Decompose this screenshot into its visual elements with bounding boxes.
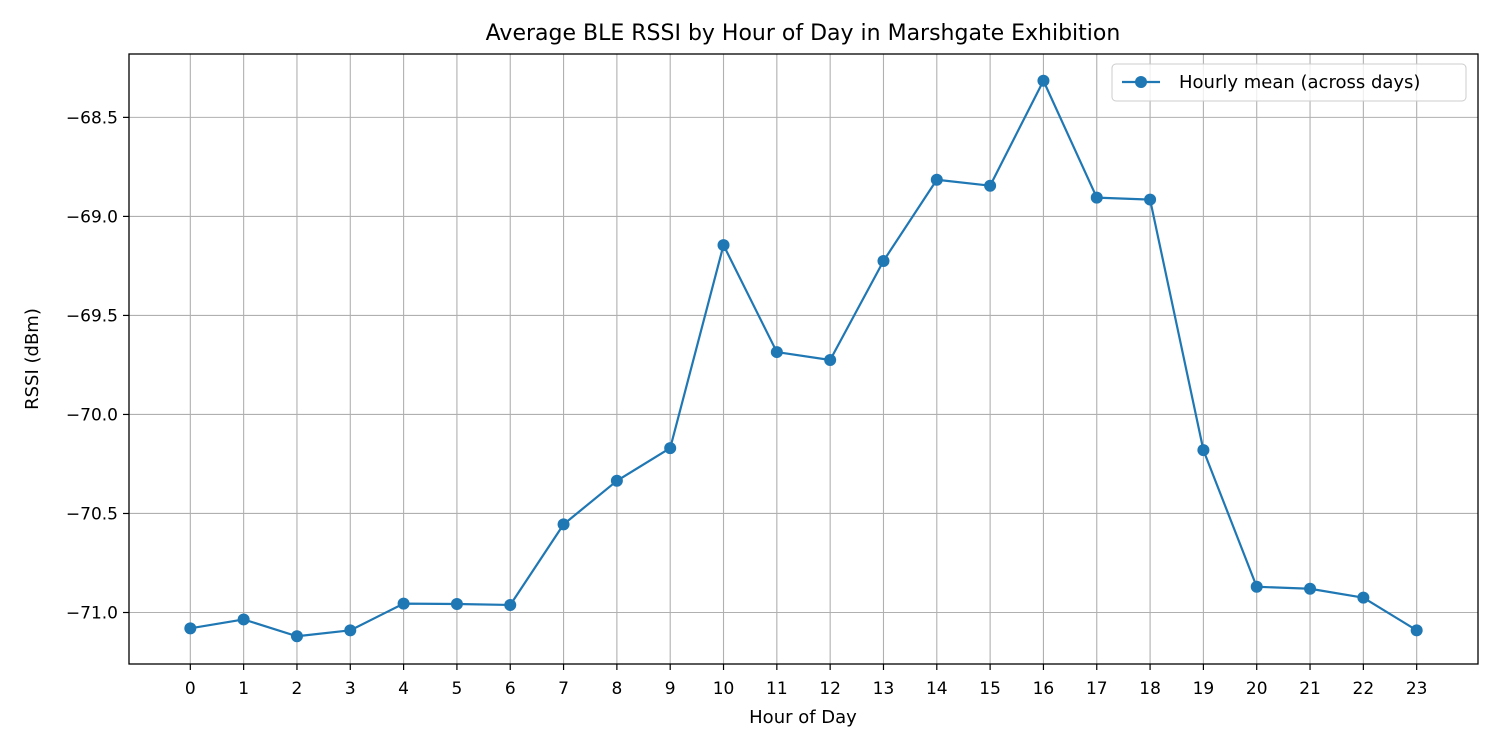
x-tick-label: 16: [1033, 679, 1055, 699]
x-tick-label: 21: [1299, 679, 1321, 699]
x-tick-label: 2: [292, 679, 303, 699]
data-point: [344, 624, 357, 637]
data-point: [1304, 582, 1317, 595]
x-tick-label: 12: [819, 679, 841, 699]
y-tick-label: −70.0: [66, 405, 118, 425]
data-point: [557, 518, 570, 531]
x-tick-label: 17: [1086, 679, 1108, 699]
series-line: [190, 79, 1418, 638]
data-point: [1037, 74, 1050, 87]
data-point: [397, 597, 410, 610]
y-tick-label: −69.5: [66, 306, 118, 326]
data-point: [984, 179, 997, 192]
data-point: [1090, 191, 1103, 204]
x-tick-label: 20: [1246, 679, 1268, 699]
x-tick-label: 19: [1193, 679, 1215, 699]
x-tick-label: 0: [185, 679, 196, 699]
x-tick-label: 22: [1353, 679, 1375, 699]
x-tick-label: 23: [1406, 679, 1428, 699]
data-point: [504, 598, 517, 611]
y-tick-label: −69.0: [66, 207, 118, 227]
x-tick-label: 9: [665, 679, 676, 699]
x-tick-label: 3: [345, 679, 356, 699]
data-point: [770, 346, 783, 359]
y-tick-label: −68.5: [66, 108, 118, 128]
x-tick-label: 4: [398, 679, 409, 699]
x-axis-label: Hour of Day: [749, 707, 857, 728]
legend-marker-swatch: [1135, 76, 1147, 88]
data-point: [184, 622, 197, 635]
x-tick-label: 5: [452, 679, 463, 699]
y-axis-label: RSSI (dBm): [22, 308, 43, 410]
data-point: [1197, 444, 1210, 457]
y-tick-label: −71.0: [66, 604, 118, 624]
x-axis-ticks: 0 1 2 3 4 5 6 7 8 9 10 11 12 13 14 15 16 17 18 19 20 21 22 23: [185, 664, 1428, 699]
x-tick-label: 10: [713, 679, 735, 699]
data-point: [1144, 193, 1157, 206]
data-point: [1250, 580, 1263, 593]
data-point: [824, 353, 837, 366]
data-point: [664, 442, 677, 455]
legend: Hourly mean (across days): [1111, 63, 1467, 102]
x-tick-label: 7: [558, 679, 569, 699]
y-tick-label: −70.5: [66, 504, 118, 524]
x-tick-label: 11: [766, 679, 788, 699]
x-tick-label: 18: [1139, 679, 1161, 699]
data-point: [610, 474, 623, 487]
x-tick-label: 8: [611, 679, 622, 699]
x-tick-label: 13: [873, 679, 895, 699]
legend-label: Hourly mean (across days): [1179, 72, 1420, 93]
x-tick-label: 15: [979, 679, 1001, 699]
x-tick-label: 14: [926, 679, 948, 699]
data-point: [930, 173, 943, 186]
series-layer: [184, 74, 1423, 643]
data-point: [877, 254, 890, 267]
data-point: [450, 597, 463, 610]
x-tick-label: 6: [505, 679, 516, 699]
legend-frame: [1111, 63, 1467, 102]
chart-title: Average BLE RSSI by Hour of Day in Marsh…: [486, 21, 1121, 46]
data-point: [1357, 591, 1370, 604]
x-tick-label: 1: [238, 679, 249, 699]
y-axis-ticks: −68.5 −69.0 −69.5 −70.0 −70.5 −71.0: [66, 108, 129, 624]
plot-frame: [128, 53, 1479, 665]
data-point: [290, 630, 303, 643]
data-point: [717, 239, 730, 252]
data-point: [237, 613, 250, 626]
data-point: [1410, 624, 1423, 637]
